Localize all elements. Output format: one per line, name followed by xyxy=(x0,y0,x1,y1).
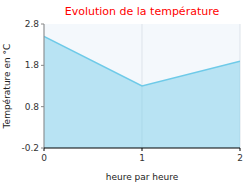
y-tick-label: 1.8 xyxy=(25,60,40,70)
y-axis-label: Température en °C xyxy=(2,44,12,130)
y-tick-label: 2.8 xyxy=(25,19,40,29)
plot-background xyxy=(44,24,240,148)
y-tick xyxy=(41,106,44,107)
title: Evolution de la température xyxy=(65,5,220,18)
x-tick xyxy=(240,148,241,151)
grid-line-x xyxy=(44,24,45,148)
area xyxy=(44,36,240,148)
x-tick-label: 0 xyxy=(41,153,47,163)
y-axis-line xyxy=(44,24,45,148)
y-tick-label: 0.8 xyxy=(25,102,40,112)
x-tick-label: 2 xyxy=(237,153,243,163)
data-group xyxy=(44,36,240,148)
y-tick xyxy=(41,148,44,149)
y-tick xyxy=(41,65,44,66)
chart: 0 1 2 -0.2 0.8 1.8 2.8 Evolution de la températ… xyxy=(0,0,250,188)
chart-container: 0 1 2 -0.2 0.8 1.8 2.8 Evolution de la températ… xyxy=(0,0,250,188)
x-tick xyxy=(142,148,143,151)
line xyxy=(44,36,240,86)
x-tick-label: 1 xyxy=(139,153,145,163)
y-tick-label: -0.2 xyxy=(21,143,39,153)
y-tick xyxy=(41,24,44,25)
x-axis-label: heure par heure xyxy=(106,172,179,182)
